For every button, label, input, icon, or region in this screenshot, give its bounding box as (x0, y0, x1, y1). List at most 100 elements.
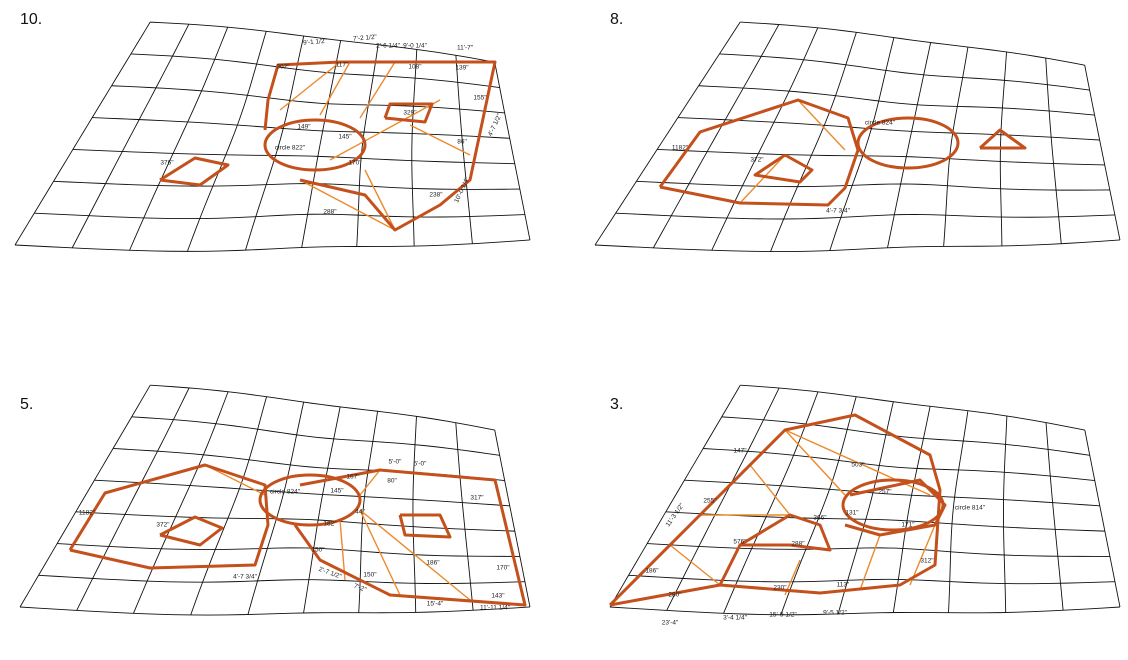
web-line (14, 21, 151, 246)
web-line (19, 606, 531, 616)
path-outline (383, 102, 434, 124)
web-line (301, 40, 342, 248)
web-line (358, 411, 379, 613)
web-line (131, 416, 500, 456)
panel-number: 3. (610, 396, 623, 413)
web-line (133, 391, 229, 614)
web-line (76, 387, 190, 611)
web-line (647, 543, 1110, 557)
dimension-label: 108" (408, 64, 422, 71)
dimension-label: 150" (363, 572, 377, 579)
path-line (364, 169, 396, 231)
path-line (749, 464, 791, 516)
dimension-label: 7'-2" (353, 583, 368, 594)
web-line (657, 148, 1105, 166)
dimension-label: 11'-7" (457, 45, 474, 52)
web-line (94, 479, 510, 507)
web-line (1045, 58, 1062, 244)
panel: 8. 1182" 372" circle 824" 4'-7 3/4" (594, 11, 1121, 253)
web-line (892, 406, 931, 613)
dimension-label: 9'-5 1/2" (823, 610, 847, 617)
dimension-label: 4'-7 1/2" (487, 112, 504, 137)
path-outline (978, 128, 1027, 150)
web-line (130, 53, 500, 88)
web-line (628, 574, 1115, 585)
dimension-label: 5'-0" (389, 459, 403, 466)
web-line (721, 416, 1090, 456)
dimension-label: circle 822" (275, 145, 306, 152)
web-line (615, 212, 1115, 220)
dimension-label: 280" (668, 592, 682, 599)
panel-number: 10. (20, 11, 42, 28)
dimension-label: 4'-7 3/4" (233, 574, 257, 581)
center-circle (263, 118, 367, 172)
dimension-label: 503" (851, 462, 865, 469)
web-line (780, 396, 857, 615)
panel: 5. 1182" 372" circle 824" 167"145" 80" 5'-0" 5'… (19, 384, 531, 616)
dimension-label: 149" (297, 124, 311, 131)
dimension-label: 3'-4 1/4" (723, 615, 747, 622)
dimension-label: 372" (750, 157, 764, 164)
web-line (150, 21, 495, 63)
web-line (609, 606, 1121, 616)
dimension-label: 23'-4" (662, 620, 679, 627)
dimension-label: 145" (330, 488, 344, 495)
dimension-label: 186" (426, 560, 440, 567)
web-line (887, 42, 932, 248)
dimension-label: 11'-11 1/4" (480, 605, 511, 612)
web-line (53, 180, 520, 190)
path-line (409, 124, 471, 156)
dimension-label: 150" (311, 547, 325, 554)
dimension-label: 2'-6 1/4" (376, 43, 400, 50)
path-outline (159, 156, 230, 187)
web-line (1084, 429, 1121, 608)
dimension-label: 7'-2 1/2" (353, 34, 378, 43)
web-line (948, 410, 969, 613)
web-line (740, 21, 1085, 66)
path-outline (68, 463, 270, 570)
web-line (703, 448, 1095, 482)
web-line (719, 53, 1090, 91)
dimension-label: 372" (156, 522, 170, 529)
web-line (455, 55, 473, 244)
path-line (359, 509, 401, 596)
dimension-label: 139" (455, 65, 469, 72)
path-line (279, 61, 341, 111)
web-line (666, 387, 780, 611)
path-line (739, 154, 786, 204)
panel-number: 5. (20, 396, 33, 413)
dimension-label: 317" (470, 495, 484, 502)
web-line (38, 574, 525, 584)
dimension-label: 576" (733, 539, 747, 546)
web-line (455, 422, 474, 611)
dimension-label: 86" (457, 139, 467, 146)
center-circle (841, 478, 945, 532)
dimension-label: 131" (845, 510, 859, 517)
path-line (359, 61, 396, 119)
dimension-label: 15'-4" (427, 601, 444, 608)
web-line (1045, 422, 1064, 611)
dimension-label: circle 814" (955, 505, 986, 512)
path-outline (658, 98, 860, 207)
path-line (299, 179, 396, 231)
web-line (698, 85, 1095, 116)
path-line (319, 61, 351, 116)
path-outline (398, 513, 452, 539)
dimension-label: 329" (403, 110, 417, 117)
dimension-label: 9'-0 1/4" (403, 43, 427, 50)
web-line (150, 384, 495, 431)
web-line (14, 239, 530, 252)
web-line (723, 391, 819, 614)
center-circle (258, 473, 362, 527)
dimension-label: 171" (901, 522, 915, 529)
web-line (92, 117, 510, 139)
path-outline (159, 515, 224, 547)
dimension-label: 155" (473, 95, 487, 102)
dimension-label: 4'-7 3/4" (826, 208, 850, 215)
path-line (909, 524, 936, 586)
web-line (186, 31, 267, 252)
center-circle (856, 116, 960, 170)
web-line (111, 85, 505, 114)
dimension-label: 11'-3 1/2" (665, 502, 687, 529)
